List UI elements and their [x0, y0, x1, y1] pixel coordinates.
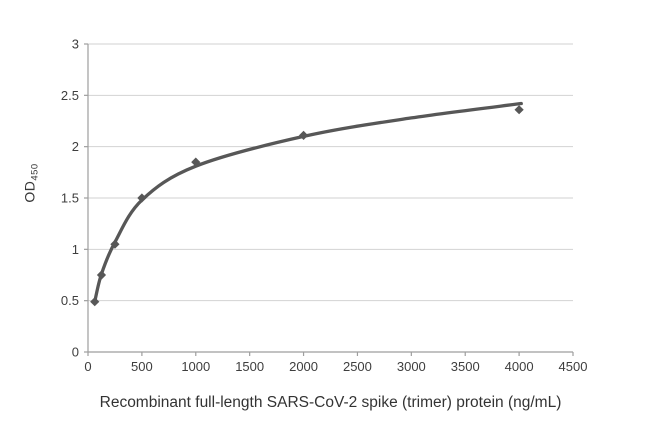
x-tick-label: 0 [84, 359, 91, 374]
data-point-marker [96, 270, 107, 280]
y-tick-label: 1.5 [61, 191, 79, 206]
x-tick-label: 1000 [181, 359, 210, 374]
y-tick-label: 1 [72, 242, 79, 257]
data-point-marker [110, 239, 120, 249]
x-tick-label: 3500 [451, 359, 480, 374]
x-tick-label: 2000 [289, 359, 318, 374]
x-tick-label: 500 [131, 359, 153, 374]
data-point-marker [514, 105, 524, 115]
data-point-marker [191, 157, 201, 167]
y-tick-label: 3 [72, 37, 79, 52]
data-point-marker [90, 297, 100, 307]
y-tick-label: 0.5 [61, 293, 79, 308]
y-tick-label: 2.5 [61, 88, 79, 103]
x-tick-label: 2500 [343, 359, 372, 374]
data-point-marker [298, 130, 309, 140]
y-axis-title: OD450 [22, 163, 41, 202]
x-tick-label: 3000 [397, 359, 426, 374]
y-tick-label: 0 [72, 345, 79, 360]
x-tick-label: 4000 [505, 359, 534, 374]
x-axis-title: Recombinant full-length SARS-CoV-2 spike… [99, 394, 562, 411]
x-tick-label: 1500 [235, 359, 264, 374]
fit-curve [93, 101, 523, 304]
x-tick-label: 4500 [559, 359, 588, 374]
y-tick-label: 2 [72, 139, 79, 154]
data-point-marker [137, 193, 147, 203]
y-axis-title-text: OD [21, 180, 38, 203]
y-axis-title-subscript: 450 [29, 163, 41, 181]
